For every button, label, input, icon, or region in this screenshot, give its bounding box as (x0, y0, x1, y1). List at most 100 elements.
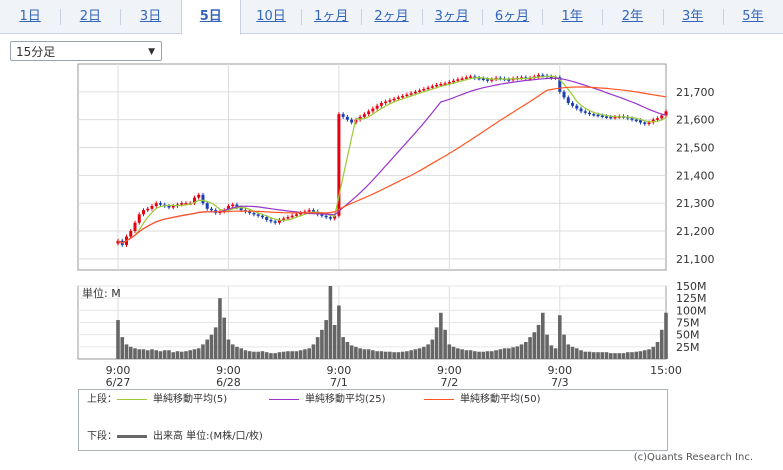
price-y-tick-label: 21,100 (676, 253, 715, 266)
candle-body (656, 118, 660, 120)
volume-bar (392, 352, 396, 359)
candle-body (320, 214, 324, 216)
volume-bar (341, 337, 345, 359)
candle-body (464, 77, 468, 79)
tab-10[interactable]: 1年 (561, 9, 583, 24)
volume-bar (290, 351, 294, 359)
volume-bar (141, 349, 146, 359)
volume-bar (192, 349, 197, 359)
candle-body (303, 211, 307, 214)
volume-bar (642, 350, 647, 359)
tab-5[interactable]: 10日 (256, 9, 286, 24)
volume-bar (349, 345, 354, 359)
volume-bar (468, 350, 473, 359)
tab-separator (722, 9, 724, 25)
candle-body (456, 79, 460, 81)
volume-bar (337, 305, 341, 359)
candle-body (643, 122, 647, 124)
candle-body (588, 112, 592, 115)
legend-lower-label: 下段： (87, 431, 117, 442)
tab-11[interactable]: 2年 (621, 9, 644, 24)
tab-8[interactable]: 3ヶ月 (434, 9, 469, 24)
tab-7[interactable]: 2ヶ月 (374, 9, 409, 24)
candle-body (371, 108, 375, 112)
tab-13[interactable]: 5年 (742, 9, 764, 24)
volume-bar (383, 351, 388, 359)
price-y-tick-label: 21,500 (676, 142, 715, 155)
volume-bar (400, 351, 405, 359)
period-tab-bar: 1日 2日 3日 5日 10日 1ヶ月 2ヶ月 3ヶ月 6ヶ月 1年 2年 3年 5年 (0, 0, 783, 35)
candle-body (490, 79, 494, 81)
candle-body (634, 119, 638, 122)
tab-6[interactable]: 1ヶ月 (314, 9, 349, 24)
tab-2[interactable]: 2日 (79, 9, 101, 24)
candle-body (333, 215, 337, 219)
volume-bar (498, 349, 503, 359)
volume-bar (579, 350, 583, 359)
candle-body (447, 82, 451, 84)
candle-body (639, 120, 643, 123)
candle-body (197, 194, 201, 198)
volume-bar (371, 350, 375, 359)
volume-bar (264, 352, 269, 359)
volume-bar (447, 344, 452, 359)
volume-bar (562, 334, 566, 359)
volume-bar (464, 350, 469, 359)
candle-body (452, 80, 456, 83)
candle-body (133, 222, 137, 232)
volume-bar (613, 353, 617, 359)
volume-bar (655, 341, 660, 359)
legend-ma25: 単純移動平均(25) (269, 393, 386, 407)
volume-bar (515, 346, 520, 359)
candle-body (401, 96, 405, 98)
volume-bar (532, 332, 537, 359)
volume-bar (256, 351, 260, 359)
volume-bar (647, 349, 651, 359)
volume-bar (150, 349, 154, 359)
volume-bar (574, 348, 579, 359)
candle-body (426, 87, 430, 90)
volume-bar (345, 341, 350, 359)
candle-body (566, 97, 570, 103)
tab-3[interactable]: 3日 (139, 9, 162, 24)
candle-body (158, 203, 162, 205)
tab-9[interactable]: 6ヶ月 (494, 9, 530, 24)
candle-body (473, 76, 477, 79)
candle-body (180, 203, 184, 205)
volume-bar (116, 320, 120, 359)
x-tick-time-label: 15:00 (650, 364, 682, 377)
candle-body (282, 218, 286, 220)
tab-1[interactable]: 1日 (19, 9, 41, 24)
candle-body (116, 240, 120, 244)
volume-bar (473, 351, 477, 359)
tab-12[interactable]: 3年 (682, 9, 704, 24)
volume-bar (477, 351, 481, 359)
volume-bar (451, 346, 456, 359)
volume-bar (332, 324, 337, 359)
volume-bar (209, 334, 214, 359)
x-tick-time-label: 9:00 (216, 364, 241, 377)
candle-body (141, 210, 145, 215)
candle-body (481, 78, 485, 80)
interval-select[interactable]: 15分足 ▼ (10, 41, 162, 61)
interval-select-value: 15分足 (16, 45, 56, 59)
volume-bar (162, 350, 167, 359)
candle-body (651, 119, 655, 123)
price-plot-frame (77, 63, 667, 271)
volume-bar (303, 349, 307, 359)
candle-body (252, 212, 256, 215)
volume-bar (541, 312, 545, 359)
candle-body (239, 207, 243, 211)
candle-body (167, 205, 171, 208)
price-y-tick-label: 21,400 (676, 169, 715, 182)
candle-body (549, 76, 553, 79)
tab-4[interactable]: 5日 (180, 0, 241, 35)
volume-bar (358, 348, 362, 359)
price-y-tick-label: 21,200 (676, 225, 715, 238)
volume-bar (456, 348, 460, 359)
candle-body (579, 108, 583, 112)
volume-bar (388, 351, 392, 359)
volume-bar (426, 344, 430, 359)
candle-body (358, 116, 362, 120)
candle-body (277, 219, 281, 223)
